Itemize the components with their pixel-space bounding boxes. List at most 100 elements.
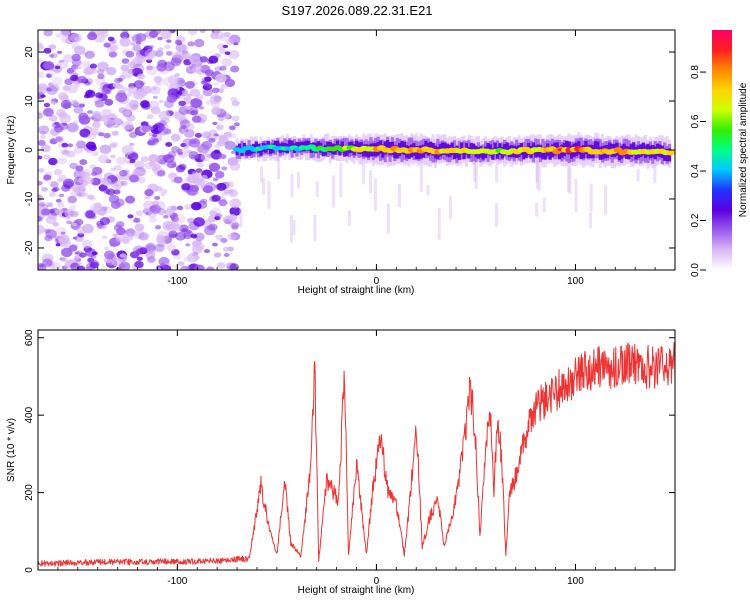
heatmap-streak [535,155,539,189]
heatmap-noise-cell [113,189,121,195]
heatmap-noise-cell [128,99,139,109]
heatmap-noise-cell [187,41,195,47]
heatmap-streak [537,158,541,191]
heatmap-noise-cell [139,48,150,57]
heatmap-noise-cell [218,117,225,122]
heatmap-noise-cell [164,130,171,135]
heatmap-noise-cell [229,263,240,270]
heatmap-noise-cell [106,45,116,53]
heatmap-noise-cell [136,249,143,253]
heatmap-noise-cell [115,232,126,242]
heatmap-noise-cell [54,65,61,70]
heatmap-streak [437,208,441,240]
heatmap-noise-cell [154,225,162,230]
heatmap-noise-cell [99,217,110,226]
heatmap-noise-cell [195,168,203,173]
heatmap-noise-cell [201,131,211,139]
heatmap-noise-cell [183,146,190,150]
heatmap-noise-cell [114,77,122,84]
colorbar-tick-label: 0.6 [690,114,701,128]
heatmap-noise-cell [73,106,84,114]
heatmap-noise-cell [109,142,117,148]
heatmap-noise-cell [85,141,97,150]
heatmap-noise-cell [62,102,71,109]
heatmap-noise-cell [107,36,115,42]
heatmap-streak [362,160,366,185]
heatmap-noise-cell [48,192,56,198]
heatmap-noise-cell [211,194,221,202]
heatmap-noise-cell [202,83,213,91]
heatmap-noise-cell [136,256,143,261]
heatmap-noise-cell [109,182,118,188]
heatmap-streak [603,185,607,215]
heatmap-noise-cell [113,117,123,125]
heatmap-noise-cell [73,45,86,56]
heatmap-noise-cell [60,231,66,235]
heatmap-noise-cell [51,187,58,193]
heatmap-noise-cell [50,84,60,92]
heatmap-noise-cell [84,176,94,185]
heatmap-noise-cell [141,102,151,110]
heatmap-noise-cell [170,205,178,211]
x-tick-label: 0 [374,276,380,287]
heatmap-noise-cell [164,208,174,216]
heatmap-noise-cell [162,220,175,231]
heatmap-ridge-halo [608,142,612,156]
heatmap-noise-cell [228,219,239,228]
heatmap-noise-cell [183,52,192,59]
heatmap-noise-cell [43,30,53,37]
heatmap-noise-cell [89,261,99,269]
heatmap-noise-cell [139,171,146,175]
heatmap-noise-cell [43,174,52,181]
heatmap-noise-cell [125,50,135,58]
heatmap-noise-cell [156,63,167,72]
heatmap-noise-cell [121,68,134,79]
heatmap-noise-cell [97,132,105,137]
heatmap-noise-cell [220,83,228,90]
heatmap-noise-cell [122,238,130,244]
heatmap-streak [474,150,478,189]
heatmap-noise-cell [133,217,141,223]
heatmap-ridge-halo [355,140,359,152]
heatmap-noise-cell [229,161,241,171]
heatmap-noise-cell [207,215,217,222]
heatmap-noise-cell [155,81,162,86]
heatmap-noise-cell [130,42,136,46]
heatmap-noise-cell [79,128,91,138]
heatmap-noise-cell [55,136,63,142]
heatmap-noise-cell [147,256,156,263]
heatmap-noise-cell [38,201,42,206]
heatmap-noise-cell [78,103,86,108]
heatmap-noise-cell [193,217,205,227]
heatmap-noise-cell [103,42,111,48]
heatmap-noise-cell [188,138,201,148]
heatmap-noise-cell [112,82,120,88]
y-tick-label: 0 [24,567,35,573]
heatmap-noise-cell [228,49,240,60]
heatmap-noise-cell [202,185,213,194]
heatmap-noise-cell [66,67,75,74]
heatmap-noise-cell [144,189,154,197]
heatmap-noise-cell [103,132,111,139]
heatmap-ridge-halo [259,146,263,156]
heatmap-noise-cell [116,237,124,243]
heatmap-noise-cell [74,251,80,255]
heatmap-ridge-halo [457,148,461,160]
heatmap-noise-cell [81,239,93,249]
heatmap-noise-cell [185,243,191,247]
heatmap-noise-cell [38,263,47,270]
heatmap-noise-cell [190,98,203,108]
heatmap-noise-cell [181,89,189,95]
heatmap-noise-cell [46,202,54,208]
heatmap-noise-cell [194,38,205,48]
heatmap-noise-cell [222,44,229,49]
heatmap-noise-cell [226,38,235,46]
heatmap-noise-cell [180,124,187,130]
heatmap-ridge-halo [596,141,600,155]
heatmap-noise-cell [146,65,158,76]
heatmap-noise-cell [216,182,227,191]
heatmap-noise-cell [230,150,236,154]
heatmap-noise-cell [194,232,205,241]
heatmap-noise-cell [214,170,225,179]
heatmap-noise-cell [38,155,43,160]
